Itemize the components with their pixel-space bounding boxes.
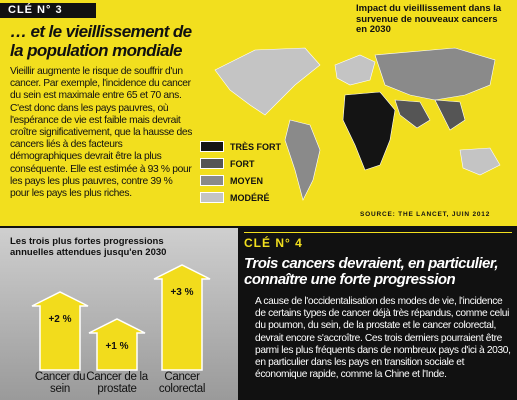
legend-label: MOYEN <box>230 175 264 186</box>
section-title: Trois cancers devraient, en particulier,… <box>244 255 499 288</box>
map-region <box>342 91 396 171</box>
map-region <box>374 47 496 101</box>
legend-label: TRÈS FORT <box>230 141 281 152</box>
divider <box>244 232 512 233</box>
map-title: Impact du vieillissement dans la survenu… <box>356 3 502 35</box>
key-label: CLÉ N° 4 <box>244 236 303 250</box>
map-region <box>334 54 376 86</box>
category-label-box: Cancer du sein <box>34 371 86 395</box>
category-label: Cancer du sein <box>34 371 86 395</box>
legend-item: MODÉRÉ <box>200 189 281 206</box>
category-label-box: Cancer colorectal <box>158 371 206 395</box>
map-region <box>434 99 466 131</box>
legend-item: MOYEN <box>200 172 281 189</box>
value-label: +1 % <box>105 341 128 352</box>
key-label: CLÉ N° 3 <box>0 3 96 18</box>
value-label: +3 % <box>170 287 193 298</box>
arrow-bar <box>31 291 89 371</box>
legend-item: FORT <box>200 155 281 172</box>
chart-title: Les trois plus fortes progressions annue… <box>10 236 167 258</box>
category-label: Cancer colorectal <box>158 371 206 395</box>
arrow-bar <box>153 264 211 371</box>
legend-label: MODÉRÉ <box>230 192 270 203</box>
body-text: A cause de l'occidentalisation des modes… <box>255 296 511 381</box>
arrow-bar <box>88 318 146 371</box>
source: SOURCE: THE LANCET, JUIN 2012 <box>360 211 491 218</box>
legend-swatch <box>200 192 224 203</box>
category-label: Cancer de la prostate <box>86 371 148 395</box>
map-region <box>214 47 321 116</box>
map-region <box>284 119 321 201</box>
top-panel <box>0 0 517 226</box>
arrow-chart: +2 % Cancer du sein +1 % Cancer de la prost… <box>31 264 211 395</box>
legend-item: TRÈS FORT <box>200 138 281 155</box>
map-region <box>459 147 501 176</box>
body-text: Vieillir augmente le risque de souffrir … <box>10 66 193 200</box>
legend-swatch <box>200 141 224 152</box>
section-title: … et le vieillissement de la population … <box>10 22 192 60</box>
value-label: +2 % <box>48 314 71 325</box>
category-label-box: Cancer de la prostate <box>86 371 148 395</box>
legend-label: FORT <box>230 158 255 169</box>
legend: TRÈS FORT FORT MOYEN MODÉRÉ <box>200 138 281 206</box>
legend-swatch <box>200 158 224 169</box>
legend-swatch <box>200 175 224 186</box>
map-region <box>394 99 431 129</box>
world-map <box>214 47 501 201</box>
